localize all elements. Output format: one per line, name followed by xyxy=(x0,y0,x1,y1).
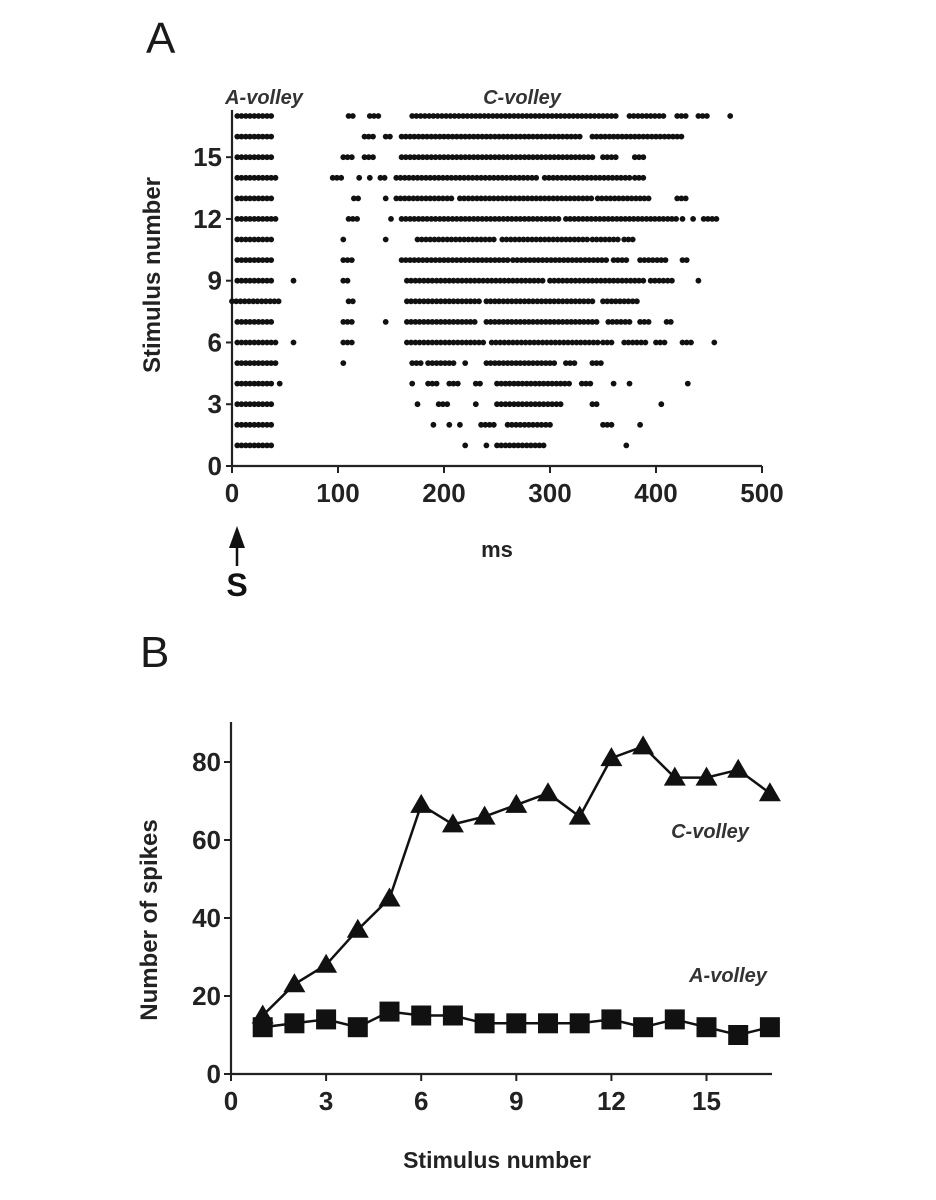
raster-row xyxy=(234,380,691,387)
raster-row xyxy=(234,133,685,140)
square-marker xyxy=(316,1009,337,1030)
y-tick-label: 0 xyxy=(208,451,222,481)
square-marker xyxy=(252,1017,273,1038)
triangle-marker xyxy=(346,918,369,938)
triangle-marker xyxy=(632,735,655,755)
x-tick-label: 0 xyxy=(225,478,239,508)
a-volley-label: A-volley xyxy=(224,87,304,109)
raster-row xyxy=(234,277,702,284)
square-marker xyxy=(379,1001,400,1022)
y-axis-label: Number of spikes xyxy=(136,819,163,1020)
square-marker xyxy=(759,1017,780,1038)
triangle-marker xyxy=(695,766,718,786)
triangle-marker xyxy=(505,793,528,813)
raster-row xyxy=(234,236,636,243)
triangle-marker xyxy=(473,805,496,825)
raster-row xyxy=(234,154,647,161)
raster-row xyxy=(234,401,665,408)
raster-plot-a: 0 3 6 9 12 15 0 100 200 300 400 500 ms Stimulus numbe… xyxy=(139,87,784,603)
y-tick-label: 6 xyxy=(208,327,222,357)
raster-row xyxy=(234,195,689,202)
triangle-marker xyxy=(758,782,781,802)
x-tick-label: 0 xyxy=(224,1086,238,1116)
y-axis-label: Stimulus number xyxy=(139,177,166,373)
square-marker xyxy=(411,1005,432,1026)
raster-row xyxy=(234,113,734,119)
square-marker xyxy=(664,1009,685,1030)
raster-row xyxy=(234,421,643,428)
series-a-volley xyxy=(252,1001,780,1045)
panel-b-label: B xyxy=(140,628,170,677)
y-tick-label: 15 xyxy=(193,142,222,172)
triangle-marker xyxy=(663,766,686,786)
square-marker xyxy=(569,1013,590,1034)
series-c-volley xyxy=(251,735,781,1024)
triangle-marker xyxy=(441,813,464,833)
y-tick-label: 20 xyxy=(192,981,221,1011)
triangle-marker xyxy=(315,953,338,973)
x-tick-label: 3 xyxy=(319,1086,333,1116)
x-tick-label: 15 xyxy=(692,1086,721,1116)
x-tick-label: 6 xyxy=(414,1086,428,1116)
raster-row xyxy=(234,360,604,366)
y-tick-label: 40 xyxy=(192,903,221,933)
raster-row xyxy=(234,442,630,449)
y-tick-label: 3 xyxy=(208,389,222,419)
raster-row xyxy=(234,257,690,263)
c-volley-label: C-volley xyxy=(671,821,750,843)
stimulus-label: S xyxy=(226,567,247,603)
x-axis-label: Stimulus number xyxy=(403,1147,591,1173)
c-volley-label: C-volley xyxy=(483,87,562,109)
square-marker xyxy=(347,1017,368,1038)
x-tick-label: 500 xyxy=(740,478,783,508)
y-tick-label: 0 xyxy=(207,1059,221,1089)
panel-a-label: A xyxy=(146,14,176,63)
y-tick-label: 60 xyxy=(192,825,221,855)
x-axis-label: ms xyxy=(481,537,513,562)
raster-row xyxy=(229,298,640,305)
y-tick-label: 9 xyxy=(208,266,222,296)
square-marker xyxy=(728,1025,749,1045)
square-marker xyxy=(633,1017,654,1038)
x-tick-label: 400 xyxy=(634,478,677,508)
stimulus-arrow-icon xyxy=(229,526,245,566)
triangle-marker xyxy=(410,793,433,813)
triangle-marker xyxy=(537,782,559,802)
square-marker xyxy=(474,1013,495,1034)
raster-row xyxy=(234,339,718,346)
x-tick-label: 200 xyxy=(422,478,465,508)
x-tick-label: 12 xyxy=(597,1086,626,1116)
square-marker xyxy=(442,1005,463,1026)
spike-raster xyxy=(229,113,734,449)
triangle-marker xyxy=(283,973,306,993)
square-marker xyxy=(284,1013,305,1034)
y-tick-label: 80 xyxy=(192,747,221,777)
square-marker xyxy=(506,1013,527,1034)
square-marker xyxy=(696,1017,717,1038)
triangle-marker xyxy=(727,758,750,778)
square-marker xyxy=(538,1013,558,1034)
y-tick-label: 12 xyxy=(193,204,222,234)
triangle-marker xyxy=(378,887,401,907)
x-tick-label: 300 xyxy=(528,478,571,508)
a-volley-label: A-volley xyxy=(688,965,768,987)
x-tick-label: 100 xyxy=(316,478,359,508)
square-marker xyxy=(601,1009,622,1030)
raster-row xyxy=(234,174,647,181)
x-tick-label: 9 xyxy=(509,1086,523,1116)
triangle-marker xyxy=(568,805,591,825)
triangle-marker xyxy=(600,747,623,767)
raster-row xyxy=(234,319,674,325)
raster-row xyxy=(234,216,720,222)
